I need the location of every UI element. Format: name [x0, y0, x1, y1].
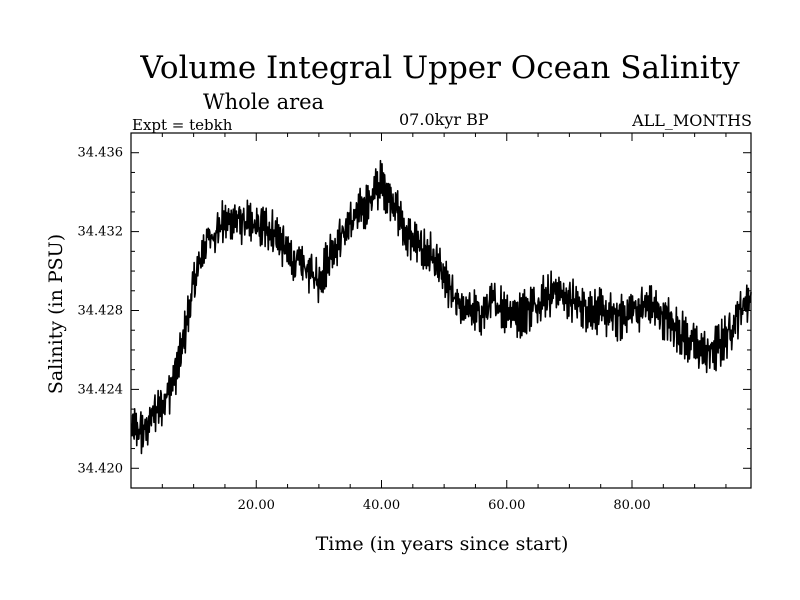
chart-subtitle: Whole area: [203, 90, 325, 114]
y-tick-label: 34.428: [78, 304, 124, 319]
x-axis-label: Time (in years since start): [315, 533, 569, 555]
y-tick-label: 34.420: [78, 461, 124, 476]
axis-tick-labels: 20.00 40.00 60.00 80.00 34.420 34.424 34.428 34…: [78, 146, 651, 513]
x-tick-label: 80.00: [613, 498, 650, 513]
y-tick-label: 34.436: [78, 146, 124, 161]
experiment-label: Expt = tebkh: [132, 116, 233, 134]
axis-ticks: [131, 132, 751, 488]
x-tick-label: 60.00: [488, 498, 525, 513]
y-tick-label: 34.432: [78, 225, 124, 240]
months-label: ALL_MONTHS: [632, 111, 752, 130]
period-label: 07.0kyr BP: [399, 110, 489, 129]
salinity-series-line: [130, 159, 752, 455]
chart-title: Volume Integral Upper Ocean Salinity: [140, 50, 740, 86]
y-tick-label: 34.424: [78, 382, 124, 397]
x-tick-label: 20.00: [238, 498, 275, 513]
x-tick-label: 40.00: [363, 498, 400, 513]
